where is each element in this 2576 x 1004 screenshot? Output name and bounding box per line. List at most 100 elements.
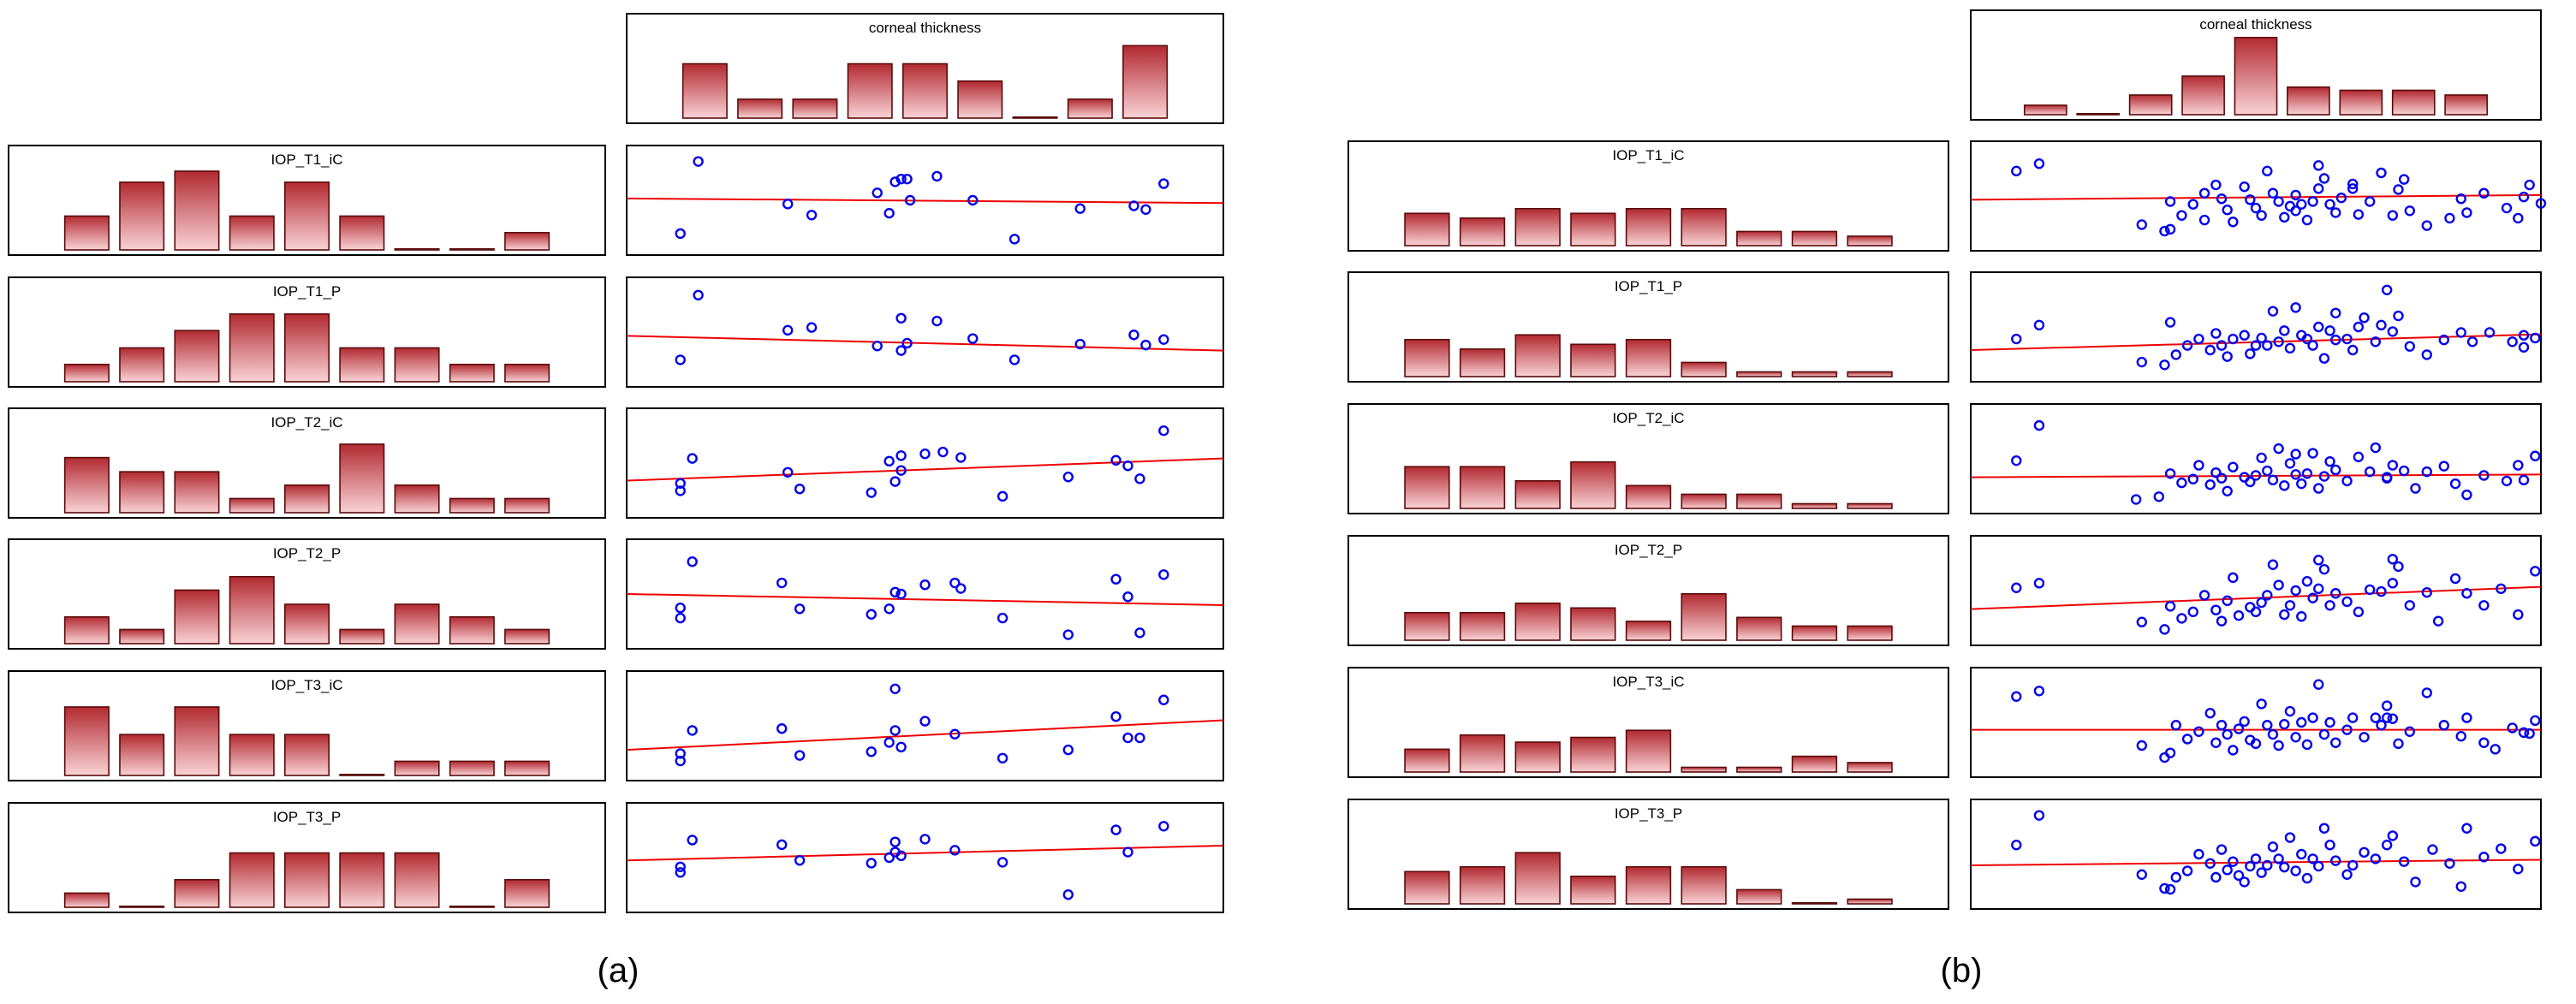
panel-a-iop-t1-p-scatter-point [782, 324, 794, 336]
panel-b-iop-t2-p-histogram-bar [1736, 616, 1782, 641]
panel-a-iop-t3-ic-scatter-point [949, 728, 961, 740]
panel-a-iop-t1-p-scatter-point [1140, 339, 1151, 351]
panel-a-iop-t2-p-scatter-point [895, 588, 907, 600]
panel-b-iop-t2-ic-scatter-point [2530, 450, 2541, 461]
panel-b-iop-t1-ic-scatter-point [2164, 223, 2176, 235]
panel-b-iop-t3-ic-scatter-point [2318, 728, 2330, 740]
panel-b-iop-t1-p-scatter-point [2387, 326, 2399, 337]
panel-a-iop-t3-p-histogram-title: IOP_T3_P [273, 809, 341, 825]
panel-a-iop-t2-p-scatter-point [949, 577, 961, 589]
panel-b-iop-t2-p-scatter-point [2296, 611, 2307, 622]
panel-a-iop-t3-ic-scatter-point [1134, 732, 1145, 744]
panel-b-iop-t3-p-scatter-point [2210, 871, 2222, 883]
panel-b-iop-t3-p-scatter-point [2318, 823, 2330, 834]
panel-b-iop-t1-p-scatter-point [2518, 342, 2530, 353]
panel-a-iop-t2-ic-scatter-point [895, 450, 907, 461]
panel-b-iop-t2-ic-scatter-point [2387, 460, 2399, 471]
panel-b-iop-t1-p-scatter-point [2222, 351, 2233, 362]
panel-b-iop-t2-ic-scatter-point [2210, 467, 2222, 478]
panel-b-corneal-histogram-bar [2128, 94, 2173, 116]
panel-b-corneal-histogram-bar [2287, 86, 2330, 116]
panel-a-iop-t2-p-scatter-fit-line [626, 593, 1224, 606]
panel-b-iop-t3-ic-scatter-point [2421, 687, 2433, 698]
panel-b-iop-t3-ic-scatter-point [2210, 737, 2222, 748]
panel-b-iop-t3-p-scatter-point [2233, 870, 2245, 882]
panel-b-iop-t3-ic-scatter-point [2301, 739, 2313, 751]
panel-b-iop-t1-ic-scatter-point [2228, 217, 2239, 228]
panel-b-iop-t2-p-scatter-point [2387, 554, 2399, 565]
panel-b-iop-t3-ic-scatter-point [2262, 720, 2273, 731]
panel-b-iop-t3-ic-histogram-bar [1736, 766, 1782, 773]
panel-b-iop-t3-ic-scatter-point [2250, 738, 2262, 750]
panel-b-iop-t3-p-scatter-point [2478, 852, 2490, 863]
panel-b-corneal-histogram-title: corneal thickness [2199, 16, 2311, 33]
panel-a-iop-t1-ic-scatter-point [895, 173, 907, 185]
panel-a-iop-t2-p-scatter-point [794, 603, 806, 615]
panel-b-iop-t3-ic-scatter-point [2330, 737, 2341, 748]
panel-b-iop-t1-p-scatter-point [2393, 310, 2404, 322]
panel-a-iop-t1-ic-scatter-fit-line [626, 197, 1224, 205]
panel-a-iop-t1-ic-scatter-point [806, 210, 818, 221]
panel-a-iop-t1-p-scatter-point [1074, 338, 1086, 350]
panel-a-iop-t2-p-histogram-bar [504, 628, 550, 645]
panel-a-iop-t2-ic-scatter-point [675, 485, 686, 496]
panel-b-iop-t2-ic-scatter-point [2290, 449, 2301, 460]
panel-b-iop-t1-ic-histogram-bar [1681, 207, 1727, 247]
panel-b-iop-t3-p-scatter-point [2267, 841, 2279, 853]
panel-a-iop-t2-ic-histogram-bar [504, 497, 550, 514]
panel-a-iop-t1-p-scatter-point [901, 337, 913, 349]
panel-b-iop-t2-ic-scatter-point [2364, 466, 2376, 478]
panel-a-iop-t3-p-histogram-bar [449, 906, 495, 908]
panel-b-iop-t2-p-scatter-point [2421, 586, 2433, 598]
panel-b-iop-t3-p-scatter-point [2216, 844, 2228, 855]
panel-a-iop-t1-ic-histogram-bar [229, 215, 275, 251]
panel-b-iop-t2-ic-scatter-point [2033, 419, 2045, 431]
panel-b-iop-t3-ic-scatter-point [2136, 740, 2148, 752]
panel-a-iop-t3-p-scatter-point [996, 857, 1008, 868]
panel-b-iop-t2-p-scatter-point [2267, 559, 2279, 570]
panel-b-iop-t1-p-histogram-bar [1514, 334, 1561, 377]
panel-a-iop-t1-ic-scatter-point [1128, 200, 1139, 211]
panel-b-iop-t3-p-scatter-point [2461, 823, 2472, 834]
panel-a-iop-t2-ic-scatter-point [687, 453, 698, 464]
panel-a-iop-t3-p-histogram-bar [119, 906, 165, 908]
panel-b-iop-t2-p-scatter-point [2301, 576, 2313, 587]
panel-a-iop-t2-p-scatter-point [1110, 573, 1121, 585]
panel-a-corneal-histogram-bar [737, 98, 783, 119]
panel-a-iop-t1-ic-histogram-bar [63, 215, 110, 251]
panel-b-iop-t1-p-scatter-point [2245, 348, 2256, 359]
panel-b-iop-t3-ic-scatter-point [2507, 722, 2518, 734]
panel-b-iop-t1-p-scatter-point [2193, 333, 2204, 345]
panel-b-iop-t2-ic-scatter-point [2273, 443, 2284, 454]
panel-b-iop-t1-p-histogram-bar [1736, 371, 1782, 377]
panel-b-iop-t1-p-scatter-point [2438, 334, 2449, 346]
panel-b-iop-t1-ic-scatter-point [2313, 160, 2324, 171]
panel-b-iop-t3-ic-histogram-bar [1404, 748, 1450, 773]
panel-b-iop-t3-p-scatter-point [2370, 853, 2382, 864]
panel-b-iop-t1-p-scatter-point [2313, 321, 2324, 333]
panel-a-iop-t1-ic-scatter-point [782, 199, 794, 210]
panel-b-iop-t1-p-scatter-point [2216, 340, 2228, 351]
panel-a-iop-t3-p-scatter-point [794, 855, 806, 866]
panel-b-iop-t2-ic-histogram-bar [1459, 466, 1506, 509]
panel-b-iop-t1-p-scatter-point [2011, 333, 2022, 345]
panel-a-iop-t1-p-histogram-bar [63, 363, 110, 383]
panel-b-iop-t1-ic-histogram-bar [1514, 207, 1561, 247]
panel-b-iop-t3-p-scatter-point [2262, 859, 2273, 871]
panel-b-iop-t1-p-scatter-point [2324, 325, 2335, 336]
panel-b-iop-t2-ic-histogram-bar [1791, 502, 1838, 509]
panel-a-corneal-histogram-bar [957, 80, 1003, 119]
panel-b-iop-t2-p-histogram-bar [1625, 621, 1672, 641]
panel-label-b: (b) [1941, 952, 1983, 989]
panel-b-iop-t1-ic-scatter-point [2164, 196, 2176, 207]
panel-b-iop-t2-ic-scatter-point [2130, 494, 2142, 505]
panel-b-iop-t2-ic-histogram-bar [1625, 484, 1672, 509]
panel-b-iop-t3-ic-histogram-bar [1625, 729, 1672, 773]
panel-b-iop-t1-ic-scatter-point [2262, 165, 2273, 177]
panel-b-iop-t1-p-scatter-point [2284, 342, 2296, 354]
panel-b-iop-t1-ic-scatter-point [2501, 202, 2513, 214]
panel-b-iop-t1-ic-scatter-point [2222, 204, 2233, 216]
panel-b-iop-t2-ic-scatter-point [2193, 460, 2204, 471]
panel-b-iop-t1-p-scatter-point [2484, 327, 2496, 338]
panel-b-iop-t3-p-histogram-bar [1625, 865, 1672, 905]
